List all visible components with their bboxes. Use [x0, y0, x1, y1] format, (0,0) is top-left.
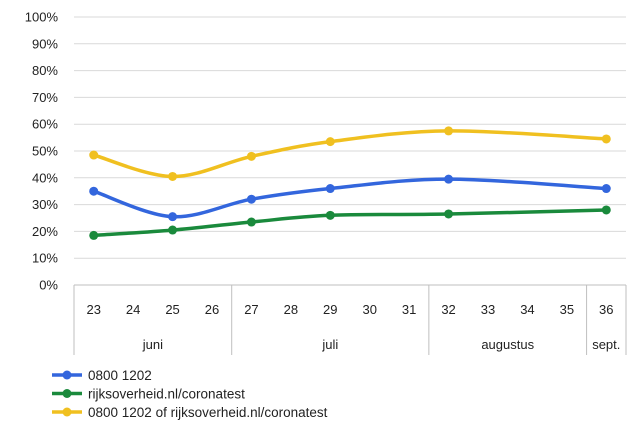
x-tick-label: 28 [284, 302, 298, 317]
data-point [89, 150, 99, 160]
data-point [246, 217, 256, 227]
x-tick-label: 29 [323, 302, 337, 317]
x-tick-label: 26 [205, 302, 219, 317]
y-tick-label: 30% [32, 197, 58, 212]
y-tick-label: 20% [32, 224, 58, 239]
data-point [444, 126, 454, 136]
data-point [168, 225, 178, 235]
y-tick-label: 70% [32, 90, 58, 105]
x-tick-label: 31 [402, 302, 416, 317]
month-label: juni [142, 337, 163, 352]
data-point [444, 174, 454, 184]
x-tick-label: 25 [165, 302, 179, 317]
data-point [601, 134, 611, 144]
legend-label: 0800 1202 of rijksoverheid.nl/coronatest [88, 405, 328, 420]
x-tick-label: 33 [481, 302, 495, 317]
data-point [444, 209, 454, 219]
month-label: sept. [592, 337, 620, 352]
series-line [91, 129, 609, 179]
data-point [89, 186, 99, 196]
y-axis: 0% 10% 20% 30% 40% 50% 60% 70% 80% 90% 100% [25, 10, 59, 293]
legend-marker [62, 407, 72, 417]
x-tick-label: 30 [362, 302, 376, 317]
x-tick-label: 34 [520, 302, 534, 317]
x-tick-label: 23 [86, 302, 100, 317]
data-point [325, 137, 335, 147]
data-point [168, 171, 178, 181]
data-point [325, 184, 335, 194]
y-tick-label: 40% [32, 170, 58, 185]
legend-marker [62, 370, 72, 380]
y-tick-label: 100% [25, 10, 59, 25]
y-tick-label: 80% [32, 63, 58, 78]
x-tick-label: 35 [560, 302, 574, 317]
y-tick-label: 60% [32, 117, 58, 132]
legend-label: 0800 1202 [88, 368, 152, 383]
x-tick-label: 27 [244, 302, 258, 317]
y-tick-label: 0% [39, 278, 58, 293]
y-tick-label: 50% [32, 144, 58, 159]
month-label: augustus [481, 337, 534, 352]
data-point [601, 205, 611, 215]
data-point [601, 184, 611, 194]
series-group [89, 126, 611, 240]
month-label: juli [321, 337, 338, 352]
legend: 0800 1202 rijksoverheid.nl/coronatest 0800… [52, 368, 328, 420]
x-tick-label: 36 [599, 302, 613, 317]
x-tick-label: 24 [126, 302, 140, 317]
y-tick-label: 90% [32, 36, 58, 51]
legend-marker [62, 389, 72, 398]
legend-label: rijksoverheid.nl/coronatest [88, 387, 245, 402]
y-tick-label: 10% [32, 251, 58, 266]
data-point [89, 230, 99, 240]
data-point [168, 212, 178, 222]
x-tick-label: 32 [441, 302, 455, 317]
data-point [246, 151, 256, 161]
x-axis: 23 24 25 26 27 28 29 30 31 32 33 34 35 36 juni juli augu… [73, 284, 627, 355]
data-point [246, 194, 256, 204]
data-point [325, 210, 335, 220]
